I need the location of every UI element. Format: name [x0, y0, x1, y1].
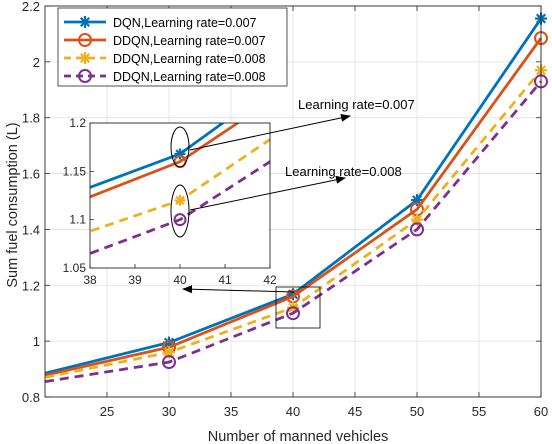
legend-item-3: DDQN,Learning rate=0.008	[64, 69, 266, 84]
inset-y-tick-label: 1.1	[69, 213, 86, 227]
data-point-s3-40	[286, 306, 300, 321]
inset-ellipse-lr007	[170, 126, 190, 168]
y-tick-label: 1.4	[22, 222, 40, 237]
series-line-1	[44, 37, 543, 377]
y-tick-label: 1	[33, 334, 40, 349]
legend-swatch-marker	[79, 52, 91, 64]
inset-y-tick-label: 1.05	[63, 261, 87, 275]
inset-point-s2-40	[174, 194, 186, 206]
inset-x-tick-label: 41	[218, 273, 232, 287]
data-point-s3-30	[162, 355, 176, 370]
x-tick-label: 40	[286, 404, 300, 419]
zoom-region-box	[275, 286, 321, 329]
x-tick-label: 35	[224, 404, 238, 419]
inset-ellipse-lr008	[170, 184, 190, 238]
legend-label: DDQN,Learning rate=0.007	[113, 34, 266, 48]
annotation-lr008-label: Learning rate=0.008	[285, 164, 402, 179]
x-tick-label: 60	[534, 404, 548, 419]
data-point-s2-30-stroke	[163, 347, 175, 358]
x-tick-label: 50	[410, 404, 424, 419]
x-tick-label: 25	[100, 404, 114, 419]
y-axis-label: Sum fuel consumption (L)	[5, 122, 21, 287]
y-tick-label: 2	[33, 55, 40, 70]
legend-label: DQN,Learning rate=0.007	[113, 16, 257, 30]
legend-swatch-marker-stroke	[79, 16, 91, 28]
legend: DQN,Learning rate=0.007 DDQN,Learning rat…	[57, 7, 288, 87]
main-series-layer	[44, 12, 548, 384]
inset-x-tick-label: 40	[173, 273, 187, 287]
inset-point-s2-40-stroke	[175, 195, 185, 206]
inset-x-tick-label: 38	[83, 273, 97, 287]
legend-swatch-marker	[78, 69, 92, 83]
annotation-arrow-lr007	[189, 113, 351, 151]
inset-y-tick-label: 1.15	[63, 164, 87, 178]
annotation-arrow-lr008	[189, 175, 346, 211]
y-tick-label: 1.6	[22, 167, 40, 182]
data-point-s0-30-stroke	[163, 337, 175, 348]
annotation-layer: Learning rate=0.007 Learning rate=0.008	[182, 97, 415, 294]
legend-label: DDQN,Learning rate=0.008	[113, 52, 266, 66]
x-tick-label: 45	[348, 404, 362, 419]
inset-point-s3-40	[173, 213, 187, 227]
annotation-lr007-label: Learning rate=0.007	[298, 97, 415, 112]
legend-label: DDQN,Learning rate=0.008	[113, 70, 266, 84]
legend-swatch-marker	[78, 33, 92, 47]
legend-item-0: DQN,Learning rate=0.007	[64, 16, 257, 30]
legend-item-1: DDQN,Learning rate=0.007	[64, 33, 266, 48]
x-tick-label: 55	[472, 404, 486, 419]
x-tick-label: 30	[162, 404, 176, 419]
zoom-arrow	[182, 285, 295, 294]
legend-swatch-marker	[79, 16, 91, 28]
y-tick-label: 0.8	[22, 390, 40, 405]
inset-series-line-1	[90, 123, 241, 199]
data-point-s3-50	[410, 222, 424, 237]
y-tick-label: 1.2	[22, 278, 40, 293]
inset-axes: 38 39 40 41 42 1.05 1.1 1.15 1.2	[63, 116, 277, 287]
main-axes: 25 30 35 40 45 50 55 60 0.8 1 1.2 1.4 1.6 1.8 2 2.2	[22, 0, 548, 419]
y-tick-label: 2.2	[22, 0, 40, 14]
series-line-3	[44, 80, 543, 384]
inset-x-tick-label: 39	[128, 273, 142, 287]
y-tick-label: 1.8	[22, 111, 40, 126]
inset-y-tick-label: 1.2	[69, 116, 86, 130]
inset-x-tick-label: 42	[263, 273, 277, 287]
data-point-s2-50-stroke	[411, 214, 423, 225]
legend-swatch-marker-stroke	[79, 52, 91, 64]
legend-item-2: DDQN,Learning rate=0.008	[64, 52, 266, 66]
x-axis-label: Number of manned vehicles	[208, 429, 389, 444]
